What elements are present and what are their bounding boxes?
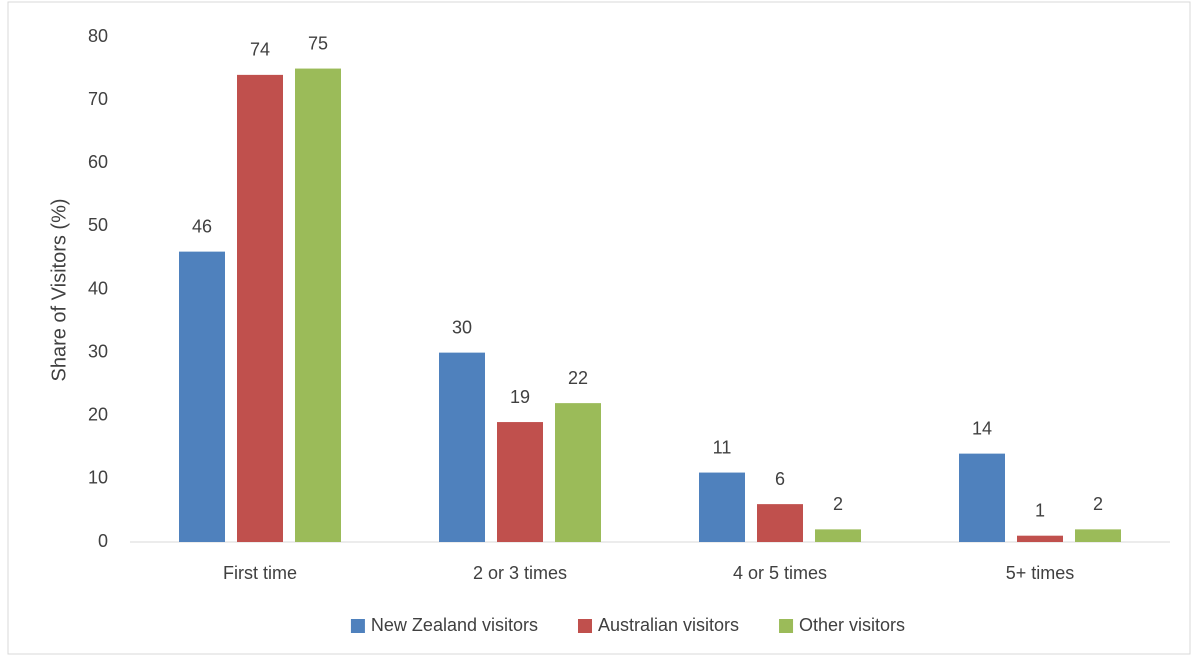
data-label: 74 [250,40,270,60]
data-label: 2 [1093,494,1103,514]
x-tick-label: 2 or 3 times [473,563,567,583]
y-tick-label: 70 [88,89,108,109]
bar [959,453,1005,542]
data-label: 46 [192,216,212,236]
legend-swatch [779,619,794,633]
data-label: 30 [452,317,472,337]
data-label: 19 [510,387,530,407]
legend-label: Other visitors [799,615,905,635]
y-tick-label: 80 [88,26,108,46]
y-tick-label: 10 [88,468,108,488]
y-tick-label: 50 [88,215,108,235]
x-tick-label: First time [223,563,297,583]
legend-swatch [577,619,592,633]
data-label: 6 [775,469,785,489]
bar [555,403,601,542]
y-tick-label: 20 [88,405,108,425]
bar [757,504,803,542]
legend-swatch [350,619,365,633]
data-label: 11 [713,437,732,457]
data-label: 14 [972,418,992,438]
legend-label: Australian visitors [598,615,739,635]
x-tick-label: 5+ times [1006,563,1075,583]
y-tick-label: 40 [88,278,108,298]
bar [439,352,485,542]
legend-label: New Zealand visitors [371,615,538,635]
bar [699,472,745,542]
bar [1017,535,1063,542]
y-tick-label: 0 [98,531,108,551]
bar [295,68,341,542]
bar [237,74,283,542]
data-label: 22 [568,368,588,388]
data-label: 1 [1035,500,1045,520]
bar [815,529,861,542]
bar [179,251,225,542]
data-label: 2 [833,494,843,514]
y-axis-label: Share of Visitors (%) [48,198,70,381]
bar [497,422,543,542]
data-label: 75 [308,33,328,53]
y-tick-label: 30 [88,341,108,361]
x-tick-label: 4 or 5 times [733,563,827,583]
y-tick-label: 60 [88,152,108,172]
bar [1075,529,1121,542]
